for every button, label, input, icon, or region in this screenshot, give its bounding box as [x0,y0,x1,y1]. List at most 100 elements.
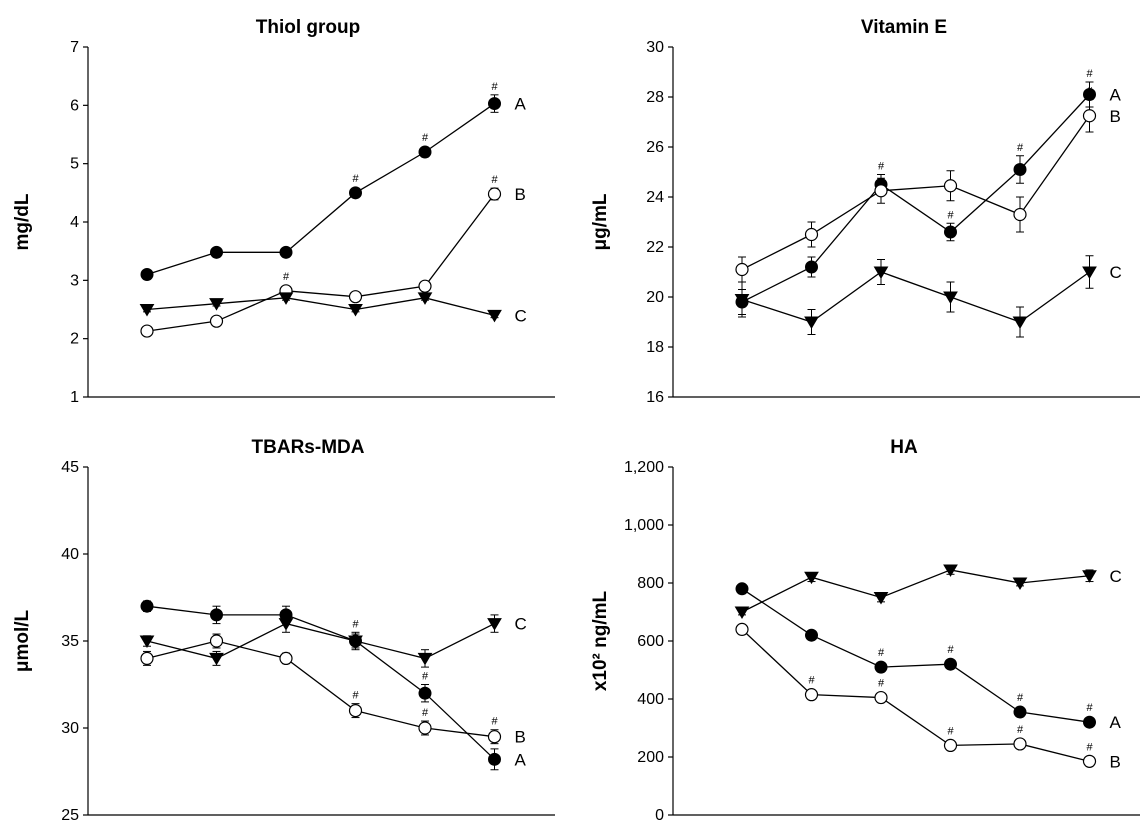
series-C: C [139,614,527,668]
series-label: C [1110,263,1122,282]
y-tick-label: 40 [61,546,79,563]
data-point [943,738,958,753]
data-point [1082,754,1097,768]
y-tick-label: 6 [70,97,79,114]
data-point [735,262,749,277]
series-label: B [1110,107,1121,126]
y-tick-label: 25 [61,807,79,821]
data-point [944,225,957,239]
data-point [418,145,432,159]
data-point [487,309,502,323]
data-point [348,304,363,317]
series-A: # # # A [140,81,527,281]
data-point [279,245,293,259]
y-tick-label: 1,000 [624,517,664,534]
series-line [741,94,1090,303]
data-point [140,651,154,666]
series-B: # # # B [140,633,526,747]
panel-title: TBARs-MDA [252,437,365,458]
y-tick-label: 18 [646,339,664,356]
significance-mark: # [1086,68,1093,80]
significance-mark: # [422,707,429,719]
data-point [418,686,432,700]
significance-mark: # [283,271,290,283]
data-point [1012,577,1028,590]
data-point [209,652,224,666]
data-point [140,268,154,281]
series-A: # # # # A [735,582,1122,732]
data-point [804,316,819,329]
data-point [873,592,889,605]
data-point [487,730,502,744]
data-point [735,622,749,637]
series-A: # # # A [140,599,527,771]
data-point [1013,737,1027,751]
significance-mark: # [878,678,885,690]
series-label: B [515,185,526,204]
data-point [943,291,958,304]
y-tick-label: 200 [637,749,664,766]
significance-mark: # [1086,86,1093,98]
series-B: # # # # # B [735,622,1121,771]
data-point [804,688,819,702]
series-label: C [1110,567,1122,586]
data-point [1082,266,1097,279]
significance-mark: # [947,644,954,656]
significance-mark: # [878,647,885,659]
data-point [734,294,750,307]
data-point [348,635,363,648]
panel-4: HA x10² ng/mL 0 200 400 600 800 1,000 1,200 # # # # A… [590,437,1140,821]
series-label: C [515,306,527,325]
y-axis-label: x10² ng/mL [590,590,611,691]
significance-mark: # [1017,142,1024,154]
data-point [418,279,432,293]
data-point [140,324,154,338]
series-line [741,569,1090,613]
data-point [874,184,888,198]
data-point [139,304,155,317]
data-point [487,618,502,631]
y-tick-label: 30 [61,720,79,737]
panel-title: Vitamin E [861,17,947,38]
panel-1: Thiol group mg/dL 1 2 3 4 5 6 7 # # # A # # B C [12,17,555,406]
significance-mark: # [947,725,954,737]
y-tick-label: 16 [646,389,664,406]
data-point [140,599,154,613]
y-tick-label: 26 [646,139,664,156]
y-tick-label: 800 [637,575,664,592]
y-axis-label: μmol/L [12,609,33,672]
data-point [278,618,294,631]
y-tick-label: 1 [70,389,79,406]
data-point [943,179,958,193]
data-point [1012,316,1028,329]
y-tick-label: 45 [61,459,79,476]
y-axis-label: μg/mL [590,193,611,250]
series-C: C [734,564,1122,619]
series-line [146,605,495,760]
y-tick-label: 5 [70,156,79,173]
y-tick-label: 400 [637,691,664,708]
data-point [944,657,957,671]
panel-title: HA [890,437,918,458]
y-tick-label: 4 [70,214,79,231]
data-point [874,690,888,705]
data-point [348,703,363,718]
data-point [1013,207,1027,222]
data-point [417,292,433,305]
significance-mark: # [1017,692,1024,704]
data-point [488,752,501,766]
data-point [873,266,889,279]
y-tick-label: 22 [646,239,664,256]
y-tick-label: 28 [646,89,664,106]
y-tick-label: 7 [70,39,79,56]
significance-mark: # [491,81,498,93]
data-point [943,564,958,577]
significance-mark: # [422,132,429,144]
data-point [209,314,224,328]
data-point [1013,705,1027,719]
y-tick-label: 35 [61,633,79,650]
series-B: # # B [140,174,526,338]
series-line [741,271,1090,323]
series-label: A [515,750,527,769]
significance-mark: # [352,690,359,702]
